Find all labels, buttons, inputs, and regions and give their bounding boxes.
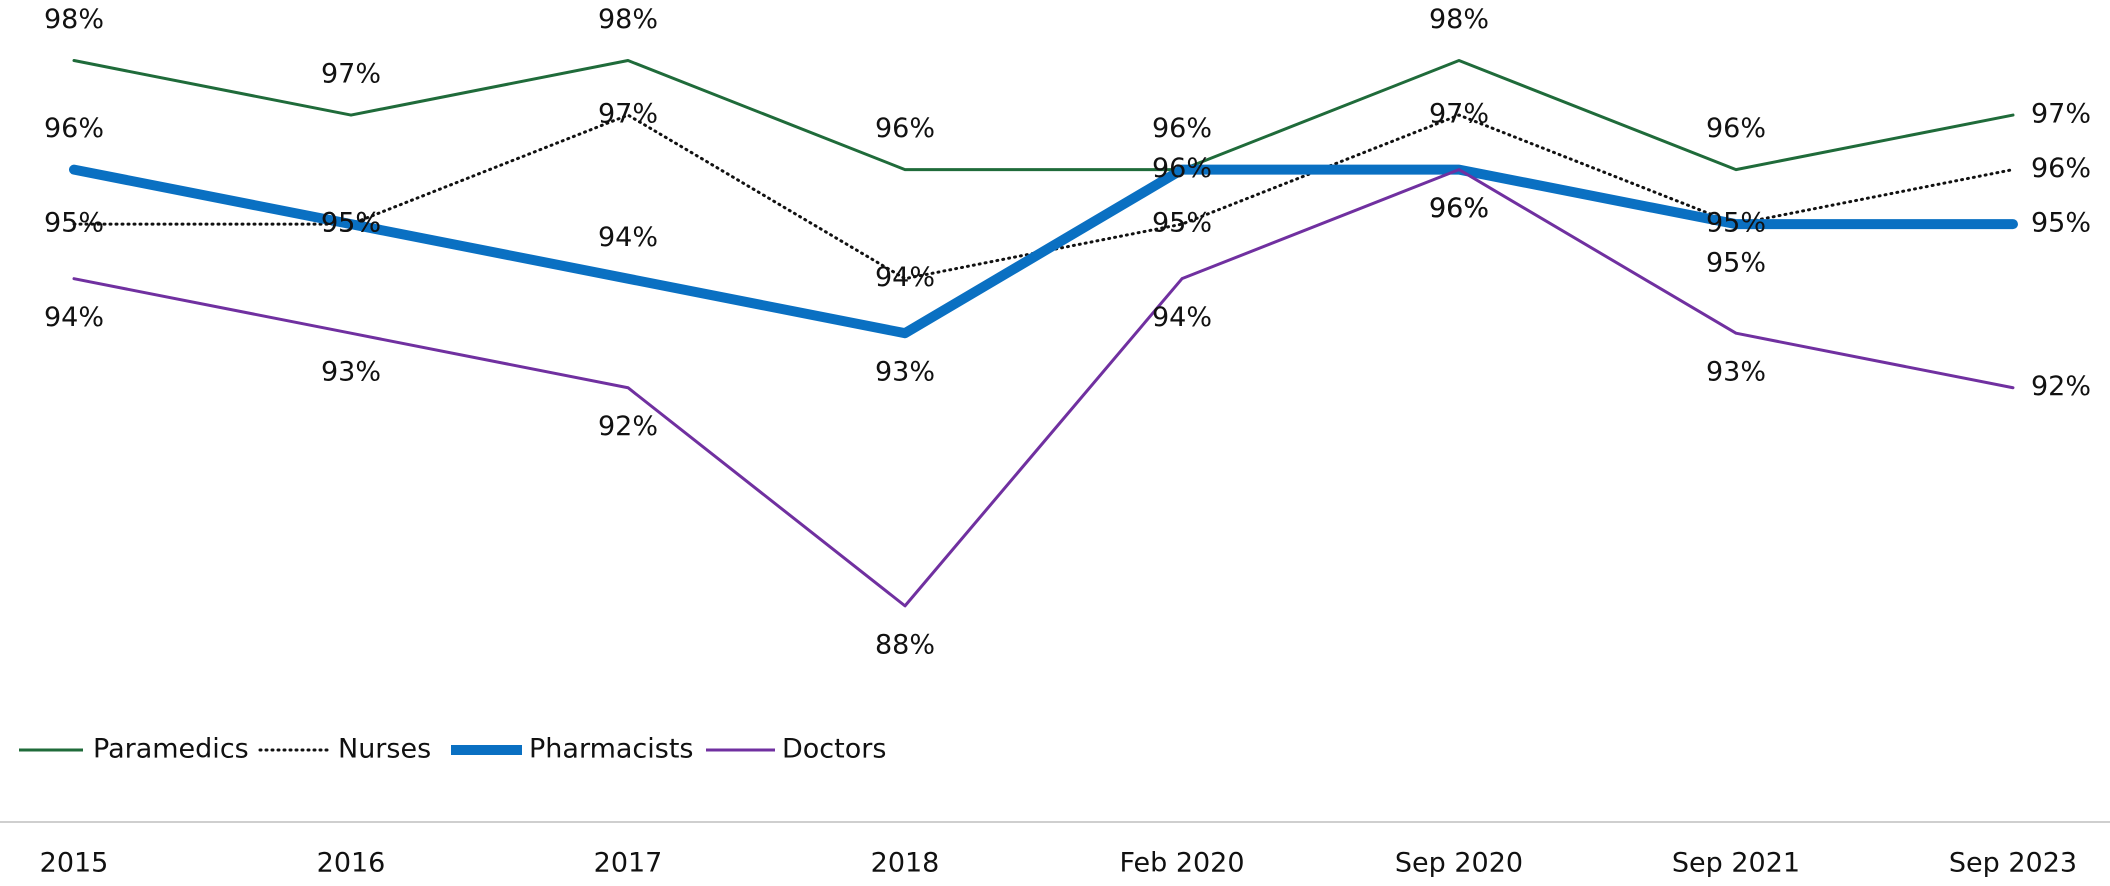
data-label: 96% <box>44 113 104 144</box>
data-label: 95% <box>1152 208 1212 239</box>
x-tick-label: 2016 <box>317 848 386 879</box>
data-label: 96% <box>1429 193 1489 224</box>
data-label: 94% <box>1152 302 1212 333</box>
legend-label: Nurses <box>338 734 431 765</box>
data-label: 94% <box>598 222 658 253</box>
x-tick-label: 2015 <box>40 848 109 879</box>
data-label: 97% <box>2031 99 2091 130</box>
x-tick-label: Sep 2020 <box>1395 848 1523 879</box>
data-label: 95% <box>1706 208 1766 239</box>
x-tick-label: 2018 <box>871 848 940 879</box>
data-label: 93% <box>1706 357 1766 388</box>
series-line <box>69 164 2018 339</box>
data-label: 97% <box>598 99 658 130</box>
x-tick-label: 2017 <box>594 848 663 879</box>
x-tick-label: Sep 2023 <box>1949 848 2077 879</box>
data-label: 95% <box>321 208 381 239</box>
x-tick-label: Sep 2021 <box>1672 848 1800 879</box>
series-line <box>72 59 2015 172</box>
data-label: 94% <box>44 302 104 333</box>
legend-label: Paramedics <box>93 734 249 765</box>
data-label: 95% <box>1706 248 1766 279</box>
data-label: 98% <box>598 4 658 35</box>
data-label: 95% <box>321 208 381 239</box>
data-label: 88% <box>875 629 935 660</box>
data-label: 93% <box>875 357 935 388</box>
data-label: 96% <box>875 113 935 144</box>
data-label: 95% <box>44 208 104 239</box>
data-label: 93% <box>321 357 381 388</box>
x-tick-label: Feb 2020 <box>1119 848 1244 879</box>
data-label: 97% <box>1429 99 1489 130</box>
data-label: 92% <box>2031 371 2091 402</box>
legend-label: Doctors <box>782 734 886 765</box>
legend-label: Pharmacists <box>529 734 693 765</box>
data-label: 98% <box>44 4 104 35</box>
data-label: 94% <box>875 262 935 293</box>
series-line <box>72 168 2015 608</box>
data-label: 95% <box>2031 208 2091 239</box>
data-label: 98% <box>1429 4 1489 35</box>
data-label: 92% <box>598 411 658 442</box>
data-label: 96% <box>2031 153 2091 184</box>
data-label: 96% <box>1152 113 1212 144</box>
data-label: 96% <box>1429 193 1489 224</box>
data-label: 96% <box>1706 113 1766 144</box>
data-label: 96% <box>1152 153 1212 184</box>
data-label: 97% <box>321 59 381 90</box>
